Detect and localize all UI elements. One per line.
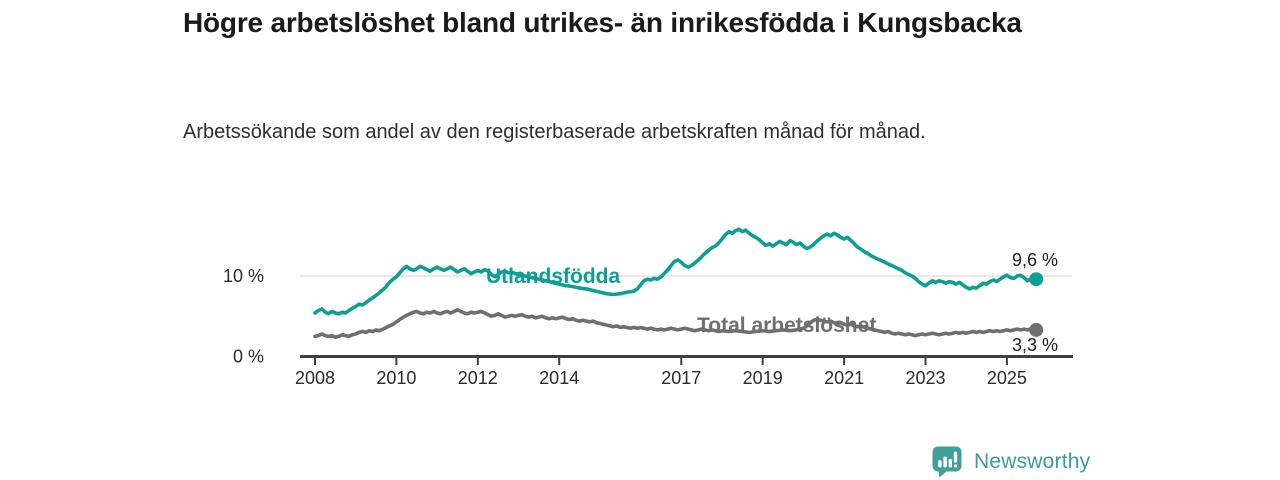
end-value-label-total: 3,3 % [1012, 335, 1059, 355]
end-value-label-utlandsfodda: 9,6 % [1012, 250, 1059, 270]
x-tick-label: 2010 [376, 368, 416, 388]
x-tick-label: 2019 [743, 368, 783, 388]
series-line-1 [313, 307, 1038, 340]
x-tick-label: 2012 [458, 368, 498, 388]
x-tick-label: 2008 [295, 368, 335, 388]
newsworthy-logo[interactable]: Newsworthy [931, 445, 1090, 478]
page-title: Högre arbetslöshet bland utrikes- än inr… [183, 7, 1022, 38]
series-line-0 [313, 227, 1038, 316]
y-tick-label: 0 % [233, 347, 264, 367]
series-label-utlandsfodda: Utlandsfödda [486, 265, 621, 288]
x-tick-label: 2023 [905, 368, 945, 388]
x-tick-label: 2017 [661, 368, 701, 388]
series-label-total-arbetsloshet: Total arbetslöshet [697, 314, 877, 337]
newsworthy-brand-name: Newsworthy [974, 449, 1091, 473]
chart-subtitle: Arbetssökande som andel av den registerb… [183, 121, 926, 143]
y-tick-label: 10 % [223, 266, 264, 286]
x-tick-label: 2021 [824, 368, 864, 388]
x-tick-label: 2025 [987, 368, 1027, 388]
newsworthy-speech-bubble-chart-icon [932, 446, 962, 478]
x-tick-label: 2014 [539, 368, 579, 388]
series-end-dot-1 [1029, 322, 1044, 337]
series-end-dot-0 [1029, 272, 1044, 287]
